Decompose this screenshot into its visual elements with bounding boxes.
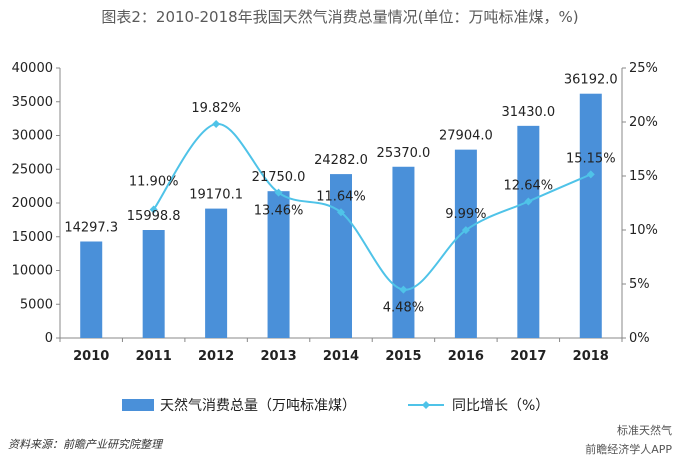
- growth-point: [337, 208, 345, 217]
- y-tick-label: 25000: [12, 162, 53, 177]
- growth-point: [274, 188, 283, 197]
- data-labels: 14297.3 15998.8 19170.1 21750.0 24282.0 25370…: [64, 73, 617, 316]
- growth-point: [461, 226, 470, 235]
- y-tick-label: 30000: [12, 129, 53, 144]
- y-tick-label: 10000: [12, 264, 53, 279]
- y-tick-label: 5000: [20, 297, 53, 312]
- x-tick-label: 2017: [510, 349, 546, 364]
- bar: [330, 174, 352, 338]
- bar: [80, 241, 103, 338]
- x-tick-label: 2018: [573, 349, 609, 364]
- growth-value-label: 11.90%: [129, 174, 179, 189]
- bar: [142, 230, 165, 338]
- bar-value-label: 24282.0: [314, 153, 368, 168]
- growth-point: [212, 119, 221, 128]
- bar-value-label: 36192.0: [564, 73, 618, 88]
- source-note: 资料来源：前瞻产业研究院整理: [8, 438, 162, 451]
- growth-value-label: 12.64%: [504, 178, 554, 193]
- legend-bar-swatch: [122, 399, 154, 411]
- y2-tick-label: 20%: [629, 115, 658, 130]
- bar: [517, 125, 540, 338]
- bar: [454, 149, 477, 338]
- chart-title: 图表2：2010-2018年我国天然气消费总量情况(单位：万吨标准煤，%): [101, 8, 579, 26]
- x-tick-label: 2011: [136, 349, 172, 364]
- bar: [392, 166, 415, 338]
- y-tick-label: 35000: [12, 95, 53, 110]
- x-tick-label: 2012: [198, 349, 234, 364]
- bar-value-label: 21750.0: [252, 170, 306, 185]
- axes: 0 5000 10000 15000 20000 25000 30000 35000 40000…: [12, 61, 658, 364]
- y-tick-label: 0: [45, 331, 53, 346]
- legend: 天然气消费总量（万吨标准煤） 同比增长（%）: [122, 397, 549, 414]
- x-tick-label: 2016: [448, 349, 484, 364]
- growth-value-label: 19.82%: [191, 101, 241, 116]
- y2-tick-label: 10%: [629, 223, 658, 238]
- bar-value-label: 14297.3: [64, 220, 118, 235]
- y-tick-label: 20000: [12, 196, 53, 211]
- y-tick-label: 15000: [12, 230, 53, 245]
- bar-value-label: 25370.0: [377, 146, 431, 161]
- bar-value-label: 31430.0: [501, 105, 555, 120]
- growth-point: [399, 285, 408, 294]
- bar: [579, 93, 602, 338]
- x-tick-label: 2013: [260, 349, 296, 364]
- y2-tick-label: 0%: [629, 331, 650, 346]
- growth-point: [524, 197, 533, 206]
- growth-value-label: 11.64%: [316, 189, 366, 204]
- legend-bar-label: 天然气消费总量（万吨标准煤）: [160, 397, 356, 414]
- watermark-badge: 标准天然气: [617, 424, 672, 437]
- x-tick-label: 2010: [73, 349, 109, 364]
- y2-tick-label: 25%: [629, 61, 658, 76]
- x-tick-label: 2015: [385, 349, 421, 364]
- bar-value-label: 27904.0: [439, 129, 493, 144]
- growth-value-label: 13.46%: [254, 204, 304, 219]
- bar-value-label: 15998.8: [127, 209, 181, 224]
- legend-line-label: 同比增长（%）: [452, 398, 549, 414]
- watermark-app: 前瞻经济学人APP: [585, 443, 672, 456]
- growth-point: [149, 205, 158, 214]
- bar-value-label: 19170.1: [189, 188, 243, 203]
- bar-series: [80, 93, 602, 338]
- growth-value-label: 4.48%: [383, 301, 424, 316]
- growth-value-label: 9.99%: [445, 207, 486, 222]
- legend-line-marker: [422, 401, 430, 409]
- y2-tick-label: 15%: [629, 169, 658, 184]
- growth-value-label: 15.15%: [566, 151, 616, 166]
- y-tick-label: 40000: [12, 61, 53, 76]
- x-tick-label: 2014: [323, 349, 359, 364]
- bar: [267, 191, 290, 338]
- bar: [205, 208, 228, 338]
- growth-point: [586, 170, 595, 179]
- line-series: [149, 119, 595, 294]
- y2-tick-label: 5%: [629, 277, 650, 292]
